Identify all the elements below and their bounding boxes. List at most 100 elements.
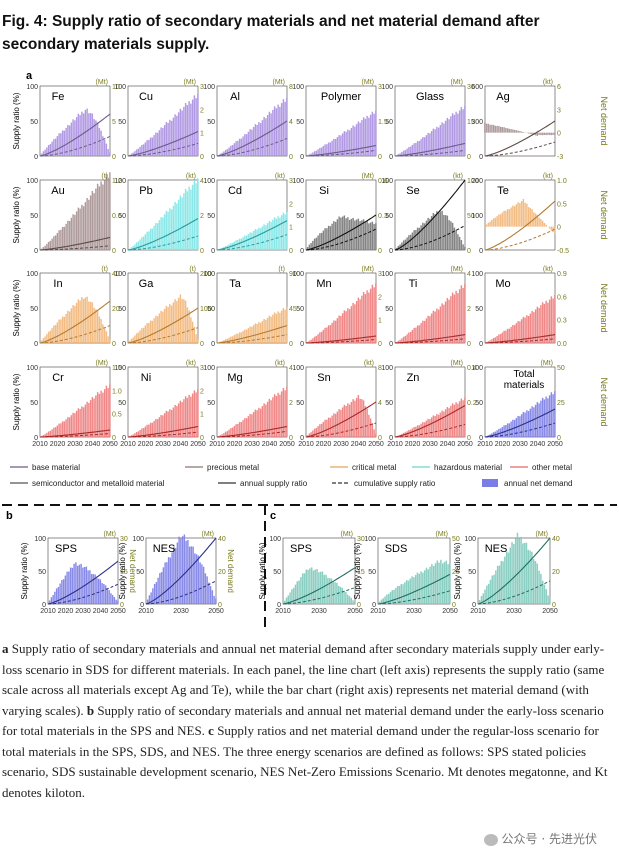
- demand-bar: [323, 574, 326, 604]
- demand-bar: [369, 418, 372, 437]
- demand-bar: [331, 140, 333, 156]
- left-tick-label: 0: [479, 248, 483, 255]
- cumulative-supply-ratio-line: [484, 228, 556, 251]
- demand-bar: [541, 397, 544, 437]
- demand-bar: [67, 124, 69, 156]
- demand-bar: [503, 330, 505, 343]
- demand-bar: [155, 582, 158, 604]
- left-tick-label: 50: [296, 306, 304, 313]
- chart-panel-27: 0 50 100 0 25 50 (Mt) SDS: [364, 531, 460, 609]
- demand-bar: [341, 313, 344, 343]
- demand-bar: [88, 402, 90, 437]
- demand-bar: [103, 584, 105, 604]
- demand-bar: [507, 552, 510, 604]
- demand-bar: [322, 421, 325, 437]
- watermark: 公众号 · 先进光伏: [479, 829, 601, 848]
- demand-bar: [286, 386, 288, 437]
- demand-bar: [190, 396, 192, 437]
- demand-bar: [458, 110, 461, 156]
- demand-bar: [273, 217, 276, 250]
- demand-bar: [545, 589, 548, 604]
- demand-bar: [373, 224, 375, 250]
- right-tick-label: 90: [289, 271, 297, 278]
- x-tick-label: 2020: [495, 441, 511, 448]
- demand-bar: [266, 223, 269, 250]
- right-tick-label: 0: [467, 154, 471, 161]
- demand-bar: [91, 113, 94, 156]
- x-tick-label: 2020: [50, 441, 66, 448]
- annual-supply-ratio-line: [39, 113, 111, 157]
- demand-bar: [74, 413, 76, 437]
- demand-bar: [219, 435, 222, 437]
- watermark-text: 公众号 · 先进光伏: [501, 832, 597, 846]
- demand-bar: [515, 204, 518, 227]
- demand-bar: [355, 301, 358, 343]
- left-tick-label: 50: [118, 400, 126, 407]
- demand-bar: [256, 323, 258, 343]
- demand-bar: [397, 245, 400, 250]
- demand-bar: [82, 407, 85, 437]
- x-tick-label: 2010: [370, 608, 386, 615]
- demand-bar: [233, 335, 236, 343]
- demand-bar: [317, 334, 319, 343]
- left-tick-label: 0: [34, 435, 38, 442]
- demand-bar: [74, 120, 76, 156]
- demand-bar: [158, 313, 161, 343]
- right-tick-label: 1: [200, 412, 204, 419]
- demand-bar: [527, 132, 530, 134]
- right-tick-label: 0: [200, 435, 204, 442]
- demand-bar: [437, 127, 440, 156]
- panel-name: In: [53, 278, 62, 290]
- demand-bar: [543, 132, 546, 136]
- demand-bar: [334, 221, 337, 250]
- right-tick-label: 0: [357, 602, 361, 609]
- x-tick-label: 2040: [530, 441, 546, 448]
- demand-bar: [387, 593, 390, 604]
- legend-item: annual supply ratio: [218, 479, 308, 488]
- demand-bar: [513, 543, 515, 604]
- demand-bar: [531, 310, 533, 343]
- demand-bar: [42, 435, 45, 437]
- demand-bar: [420, 139, 422, 156]
- demand-bar: [498, 126, 500, 133]
- demand-bar: [425, 220, 428, 250]
- demand-bar: [237, 423, 239, 437]
- demand-bar: [188, 394, 190, 437]
- demand-bar: [486, 585, 488, 604]
- demand-bar: [527, 316, 530, 343]
- demand-bar: [395, 587, 397, 604]
- demand-bar: [464, 246, 466, 250]
- demand-bar: [149, 320, 152, 343]
- cumulative-supply-ratio-line: [128, 235, 199, 251]
- annual-supply-ratio-line: [39, 300, 111, 344]
- demand-bar: [413, 426, 415, 437]
- demand-bar: [65, 313, 67, 343]
- demand-bar: [176, 115, 178, 156]
- demand-bar: [80, 563, 82, 604]
- demand-bar: [315, 335, 318, 343]
- left-tick-label: 50: [38, 569, 46, 576]
- demand-bar: [408, 332, 410, 343]
- demand-bar: [70, 122, 73, 156]
- demand-bar: [89, 113, 92, 156]
- demand-bar: [526, 410, 528, 437]
- demand-bar: [329, 417, 332, 437]
- demand-bar: [162, 415, 164, 437]
- demand-bar: [99, 579, 102, 604]
- demand-bar: [315, 427, 318, 437]
- demand-bar: [536, 563, 539, 604]
- left-tick-label: 50: [475, 306, 483, 313]
- left-tick-label: 300: [471, 119, 483, 126]
- left-tick-label: 50: [207, 400, 215, 407]
- demand-bar: [75, 410, 78, 437]
- demand-bar: [256, 124, 258, 156]
- x-tick-label: 2010: [470, 608, 486, 615]
- demand-bar: [137, 241, 140, 250]
- demand-bar: [550, 392, 553, 437]
- legend-item: annual net demand: [482, 479, 573, 488]
- legend-item: hazardous material: [412, 463, 502, 472]
- demand-bar: [427, 315, 429, 343]
- left-tick-label: 100: [114, 178, 126, 185]
- demand-bar: [46, 334, 48, 343]
- demand-bar: [446, 298, 449, 343]
